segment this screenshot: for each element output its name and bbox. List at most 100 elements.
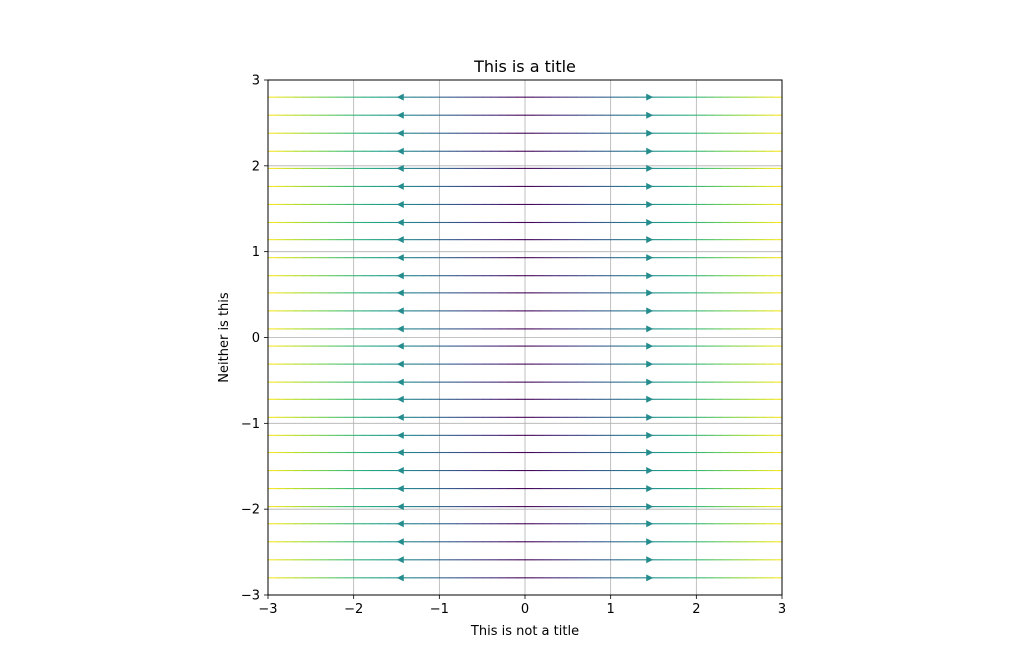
streamline-arrow [396, 467, 404, 475]
streamline-arrow [396, 503, 404, 511]
y-tick-label: −2 [241, 503, 260, 518]
streamline [268, 111, 783, 119]
streamline-arrow [396, 325, 404, 333]
streamline [268, 289, 783, 297]
streamline-arrow [646, 413, 654, 421]
streamline [268, 200, 783, 208]
streamline [268, 431, 783, 439]
streamline-arrow [396, 111, 404, 119]
streamline-arrow [396, 147, 404, 155]
streamline-arrow [646, 307, 654, 315]
x-tick-label: 2 [692, 602, 700, 617]
x-tick-label: 0 [521, 602, 529, 617]
streamline-arrow [396, 200, 404, 208]
streamline-arrow [646, 449, 654, 457]
streamline [268, 360, 783, 368]
y-tick-label: 2 [252, 159, 260, 174]
streamline [268, 395, 783, 403]
streamline-arrow [396, 538, 404, 546]
streamline-arrow [646, 129, 654, 137]
streamline [268, 556, 783, 564]
streamline [268, 218, 783, 226]
streamline-arrow [646, 254, 654, 262]
streamline-arrow [646, 200, 654, 208]
streamline [268, 503, 783, 511]
streamline [268, 342, 783, 350]
streamline-arrow [646, 111, 654, 119]
streamline [268, 236, 783, 244]
streamline-arrow [646, 467, 654, 475]
streamline-arrow [646, 325, 654, 333]
streamline-arrow [646, 431, 654, 439]
streamline [268, 467, 783, 475]
y-axis-label: Neither is this [217, 292, 232, 383]
streamline-arrow [646, 503, 654, 511]
streamline-arrow [646, 342, 654, 350]
streamline-arrow [646, 236, 654, 244]
x-tick-label: 3 [778, 602, 786, 617]
grid-lines [268, 80, 782, 595]
streamline [268, 413, 783, 421]
streamline-arrow [646, 164, 654, 172]
streamline-arrow [396, 164, 404, 172]
streamline-arrow [646, 574, 654, 582]
streamline [268, 538, 783, 546]
streamline-arrow [646, 272, 654, 280]
streamline-arrow [396, 307, 404, 315]
y-tick-label: −3 [241, 589, 260, 604]
streamline-arrow [396, 93, 404, 101]
streamline [268, 93, 783, 101]
streamline-arrow [646, 378, 654, 386]
streamline [268, 129, 783, 137]
y-tick-label: 1 [252, 245, 260, 260]
streamline [268, 449, 783, 457]
streamline [268, 378, 783, 386]
streamline-arrow [646, 218, 654, 226]
streamline-arrow [396, 431, 404, 439]
streamline-arrow [396, 360, 404, 368]
chart-title: This is a title [473, 57, 576, 76]
streamline-arrow [396, 485, 404, 493]
y-tick-label: 3 [252, 74, 260, 89]
streamline-arrow [396, 129, 404, 137]
streamline [268, 182, 783, 190]
streamline-arrow [396, 520, 404, 528]
streamline [268, 485, 783, 493]
streamline-arrow [646, 520, 654, 528]
streamline [268, 574, 783, 582]
streamline-arrow [396, 236, 404, 244]
streamline [268, 164, 783, 172]
streamline [268, 520, 783, 528]
streamlines [268, 93, 783, 582]
streamline-arrow [646, 147, 654, 155]
x-tick-label: −1 [430, 602, 449, 617]
y-tick-label: −1 [241, 417, 260, 432]
streamline-arrow [396, 413, 404, 421]
x-tick-label: −3 [258, 602, 277, 617]
streamline-arrow [646, 395, 654, 403]
streamline-arrow [396, 218, 404, 226]
streamline [268, 147, 783, 155]
streamline-arrow [396, 574, 404, 582]
streamline-arrow [396, 254, 404, 262]
streamline-arrow [646, 538, 654, 546]
streamline-arrow [646, 182, 654, 190]
x-tick-label: −2 [344, 602, 363, 617]
streamline-arrow [646, 556, 654, 564]
tick-marks: −3 −2 −1 0 1 2 3 −3 −2 −1 0 1 2 3 [241, 74, 786, 618]
streamline-arrow [396, 289, 404, 297]
streamline [268, 272, 783, 280]
streamline-arrow [646, 93, 654, 101]
streamline-arrow [396, 342, 404, 350]
streamline-arrow [396, 272, 404, 280]
x-tick-label: 1 [607, 602, 615, 617]
streamline-arrow [396, 378, 404, 386]
streamline-arrow [646, 360, 654, 368]
streamline-arrow [646, 289, 654, 297]
streamline [268, 325, 783, 333]
x-axis-label: This is not a title [470, 624, 579, 639]
streamline-arrow [396, 395, 404, 403]
y-tick-label: 0 [252, 331, 260, 346]
streamline [268, 307, 783, 315]
